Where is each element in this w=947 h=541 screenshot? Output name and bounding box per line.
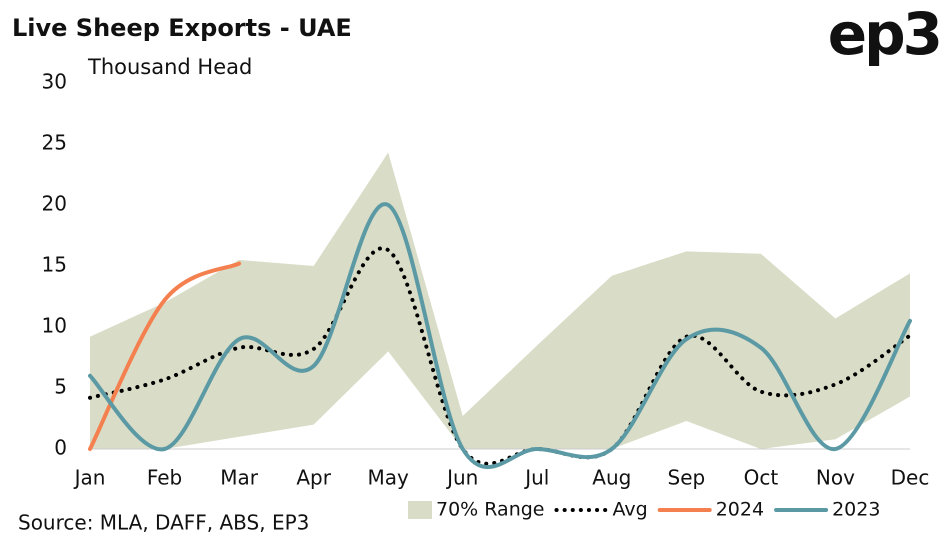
x-tick-label: Oct [744, 466, 779, 490]
series-line [88, 261, 242, 451]
y-axis-label: Thousand Head [87, 55, 252, 79]
series-line [88, 202, 912, 469]
x-tick-label: Apr [296, 466, 331, 490]
y-tick-label: 20 [42, 192, 67, 216]
y-tick-label: 30 [42, 70, 67, 94]
legend-label: 2024 [716, 499, 764, 521]
legend-label: 2023 [832, 499, 880, 521]
x-tick-label: Jan [73, 466, 106, 490]
x-tick-label: Dec [891, 466, 930, 490]
legend-label: Avg [613, 499, 648, 521]
y-tick-label: 15 [42, 253, 67, 277]
x-tick-label: Jul [523, 466, 549, 490]
x-tick-label: Jun [445, 466, 478, 490]
chart-title: Live Sheep Exports - UAE [12, 14, 352, 42]
legend-swatch [408, 501, 432, 519]
x-tick-label: May [368, 466, 410, 490]
logo: ep3 [828, 0, 940, 68]
range-area [90, 152, 910, 450]
source: Source: MLA, DAFF, ABS, EP3 [18, 511, 309, 535]
x-tick-label: Nov [816, 466, 855, 490]
legend-label: 70% Range [436, 499, 545, 521]
avg-line [88, 246, 912, 466]
y-tick-label: 5 [54, 375, 67, 399]
x-tick-label: Feb [147, 466, 182, 490]
x-tick-label: Aug [592, 466, 631, 490]
x-tick-label: Mar [220, 466, 259, 490]
y-tick-label: 25 [42, 131, 67, 155]
y-tick-label: 0 [54, 436, 67, 460]
y-tick-label: 10 [42, 314, 67, 338]
x-tick-label: Sep [668, 466, 706, 490]
